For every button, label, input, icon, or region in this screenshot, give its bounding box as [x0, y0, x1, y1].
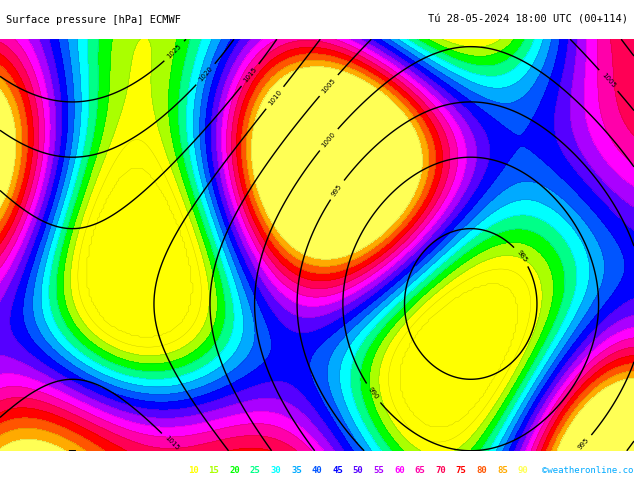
- Text: 985: 985: [515, 249, 528, 264]
- Text: 990: 990: [367, 386, 380, 400]
- Text: Surface pressure [hPa] ECMWF: Surface pressure [hPa] ECMWF: [6, 15, 181, 24]
- Text: 1010: 1010: [267, 89, 283, 107]
- Text: 85: 85: [497, 466, 508, 475]
- Text: Isotachs 10m (km/h): Isotachs 10m (km/h): [6, 466, 118, 475]
- Text: ©weatheronline.co.uk: ©weatheronline.co.uk: [542, 466, 634, 475]
- Text: 40: 40: [312, 466, 322, 475]
- Text: 1015: 1015: [242, 66, 258, 84]
- Text: 1005: 1005: [321, 77, 337, 94]
- Text: 10: 10: [188, 466, 198, 475]
- Text: Tú 28-05-2024 18:00 UTC (00+114): Tú 28-05-2024 18:00 UTC (00+114): [428, 15, 628, 24]
- Text: 90: 90: [518, 466, 528, 475]
- Text: 30: 30: [271, 466, 281, 475]
- Text: 1025: 1025: [166, 43, 183, 60]
- Text: 995: 995: [331, 183, 344, 197]
- Text: 1020: 1020: [198, 66, 214, 83]
- Text: 995: 995: [577, 437, 590, 451]
- Text: 75: 75: [456, 466, 467, 475]
- Text: 70: 70: [436, 466, 446, 475]
- Text: 1005: 1005: [600, 72, 617, 89]
- Text: 80: 80: [477, 466, 487, 475]
- Text: 60: 60: [394, 466, 404, 475]
- Text: 45: 45: [332, 466, 343, 475]
- Text: 1000: 1000: [321, 131, 337, 148]
- Text: 55: 55: [373, 466, 384, 475]
- Text: 1015: 1015: [164, 435, 180, 452]
- Text: 50: 50: [353, 466, 363, 475]
- Text: 25: 25: [250, 466, 261, 475]
- Text: 20: 20: [230, 466, 240, 475]
- Text: 65: 65: [415, 466, 425, 475]
- Text: 35: 35: [291, 466, 302, 475]
- Text: 15: 15: [209, 466, 219, 475]
